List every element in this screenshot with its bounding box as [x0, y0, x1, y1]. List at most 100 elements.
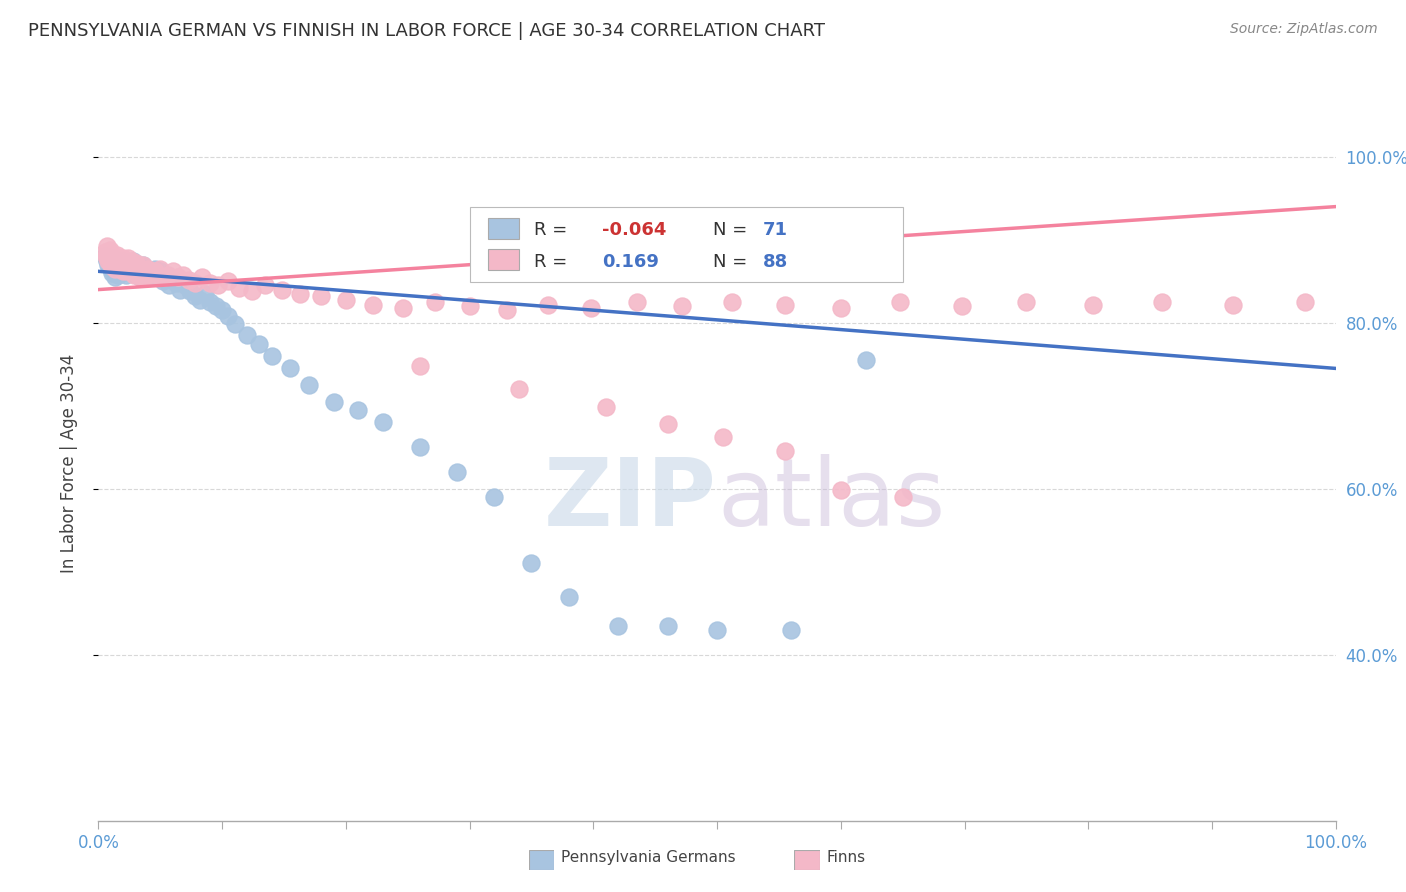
Point — [162, 272, 184, 286]
Point — [143, 264, 166, 278]
Point — [136, 270, 159, 285]
Point — [122, 253, 145, 268]
Point — [211, 303, 233, 318]
Point — [607, 618, 630, 632]
Point — [298, 378, 321, 392]
Point — [657, 618, 679, 632]
Point — [134, 266, 156, 280]
Point — [112, 251, 135, 265]
Point — [557, 590, 579, 604]
Point — [409, 359, 432, 373]
Point — [228, 281, 250, 295]
Point — [184, 289, 207, 303]
Point — [125, 264, 148, 278]
Point — [495, 303, 517, 318]
Point — [132, 258, 155, 272]
Point — [128, 260, 150, 274]
Text: R =: R = — [534, 253, 572, 271]
Point — [270, 283, 292, 297]
Point — [146, 270, 169, 285]
Point — [112, 258, 135, 272]
Point — [115, 264, 138, 278]
Point — [240, 285, 263, 299]
Point — [224, 318, 246, 332]
Point — [98, 243, 121, 257]
Point — [93, 249, 115, 263]
Point — [207, 278, 229, 293]
Point — [131, 264, 153, 278]
Point — [830, 483, 852, 498]
FancyBboxPatch shape — [488, 249, 519, 270]
Point — [217, 309, 239, 323]
Point — [891, 490, 914, 504]
Point — [104, 264, 127, 278]
Point — [107, 258, 129, 272]
Point — [309, 289, 332, 303]
Point — [288, 286, 311, 301]
Point — [139, 266, 162, 280]
Point — [111, 266, 134, 280]
Point — [105, 258, 128, 272]
Point — [198, 276, 221, 290]
Point — [115, 264, 138, 278]
Point — [98, 260, 121, 274]
Point — [155, 268, 177, 282]
Point — [721, 295, 744, 310]
Point — [153, 270, 176, 285]
Point — [508, 382, 530, 396]
Point — [458, 299, 481, 313]
Point — [114, 268, 136, 282]
Point — [671, 299, 693, 313]
Y-axis label: In Labor Force | Age 30-34: In Labor Force | Age 30-34 — [59, 354, 77, 574]
Point — [194, 286, 217, 301]
Point — [107, 268, 129, 282]
Point — [96, 239, 118, 253]
Point — [595, 401, 617, 415]
Text: 71: 71 — [763, 221, 787, 239]
Point — [169, 283, 191, 297]
Point — [93, 245, 115, 260]
Point — [149, 264, 172, 278]
Point — [371, 415, 394, 429]
Point — [254, 278, 277, 293]
Point — [579, 301, 602, 315]
Point — [135, 268, 157, 282]
Point — [124, 256, 146, 270]
Point — [236, 328, 259, 343]
Point — [103, 249, 125, 263]
Point — [278, 361, 301, 376]
Point — [118, 258, 141, 272]
Text: -0.064: -0.064 — [602, 221, 666, 239]
Point — [108, 261, 131, 276]
Point — [423, 295, 446, 310]
Point — [361, 297, 384, 311]
Point — [205, 299, 228, 313]
Text: Pennsylvania Germans: Pennsylvania Germans — [561, 850, 735, 865]
Point — [104, 253, 127, 268]
Text: atlas: atlas — [717, 453, 945, 546]
Point — [139, 264, 162, 278]
Point — [950, 299, 973, 313]
Point — [125, 268, 148, 282]
Point — [111, 256, 134, 270]
Text: 0.169: 0.169 — [602, 253, 659, 271]
Point — [128, 261, 150, 276]
Point — [657, 417, 679, 431]
Point — [184, 276, 207, 290]
Point — [711, 430, 734, 444]
Point — [179, 285, 201, 299]
Point — [100, 261, 122, 276]
Point — [347, 403, 370, 417]
Point — [174, 278, 197, 293]
Point — [131, 264, 153, 278]
Point — [335, 293, 357, 307]
Text: 88: 88 — [763, 253, 789, 271]
Point — [391, 301, 413, 315]
Point — [96, 253, 118, 268]
Point — [172, 268, 194, 282]
Text: Source: ZipAtlas.com: Source: ZipAtlas.com — [1230, 22, 1378, 37]
Point — [773, 297, 796, 311]
Point — [112, 253, 135, 268]
Point — [121, 253, 143, 268]
Point — [191, 270, 214, 285]
